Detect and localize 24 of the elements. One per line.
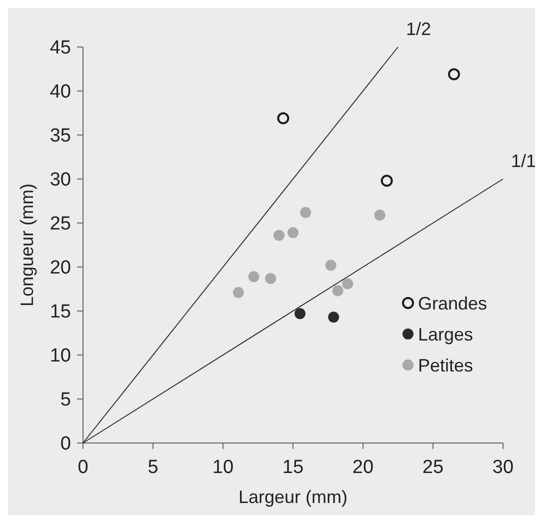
legend-label: Grandes — [418, 293, 488, 314]
y-tick-label: 15 — [50, 302, 71, 323]
x-tick-label: 0 — [78, 457, 88, 478]
y-tick-label: 25 — [50, 214, 71, 235]
y-axis-title: Longueur (mm) — [17, 183, 37, 307]
y-tick-label: 30 — [50, 170, 71, 191]
x-tick-label: 15 — [282, 457, 304, 478]
legend-label: Petites — [418, 355, 474, 376]
x-tick-label: 25 — [422, 457, 444, 478]
y-tick-label: 40 — [50, 82, 71, 103]
y-tick-label: 0 — [60, 434, 71, 455]
x-tick-label: 30 — [492, 457, 514, 478]
y-tick-label: 20 — [50, 258, 71, 279]
x-tick-label: 20 — [352, 457, 374, 478]
series-label: 1/2 — [406, 19, 432, 39]
x-tick-label: 10 — [212, 457, 234, 478]
series-label: 1/1 — [511, 151, 536, 171]
x-axis-title: Largeur (mm) — [238, 487, 348, 507]
y-tick-label: 35 — [50, 126, 71, 147]
legend-label: Larges — [418, 324, 474, 344]
y-tick-label: 10 — [50, 346, 71, 367]
y-tick-label: 45 — [50, 38, 71, 59]
x-tick-label: 5 — [148, 457, 158, 478]
y-tick-label: 5 — [60, 390, 71, 411]
